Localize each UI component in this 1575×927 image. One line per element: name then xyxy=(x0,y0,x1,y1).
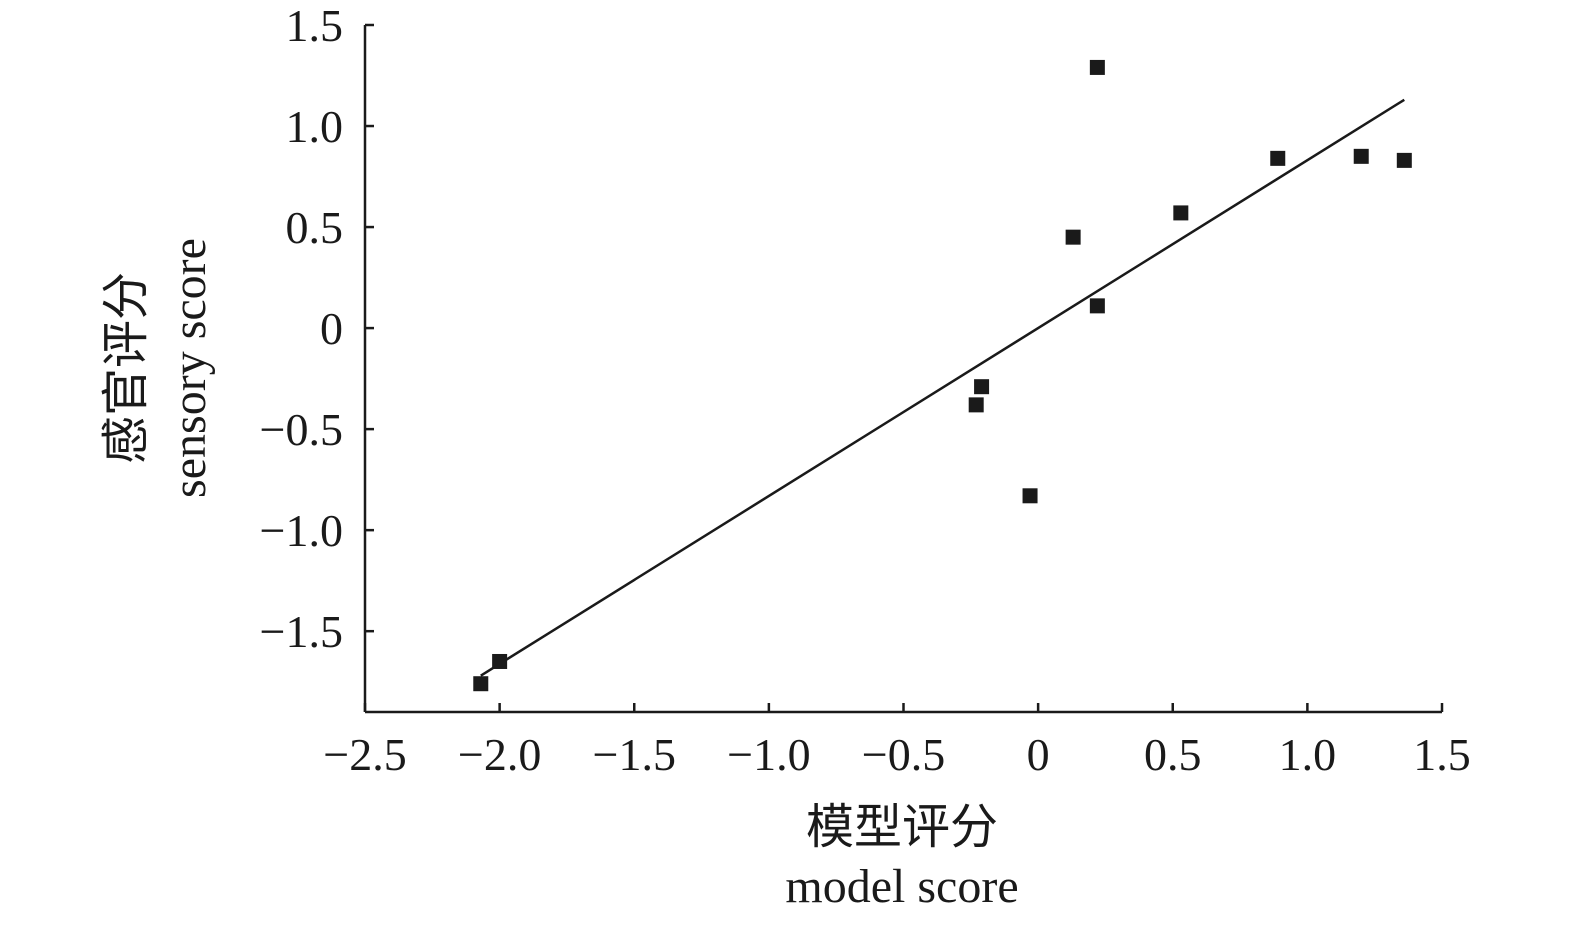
y-tick-label: 1.5 xyxy=(286,0,344,51)
x-axis-title-english: model score xyxy=(785,860,1018,913)
data-points xyxy=(473,59,1412,692)
y-tick-label: −1.5 xyxy=(260,606,343,657)
data-point xyxy=(1089,59,1105,75)
y-tick-label: 0.5 xyxy=(286,202,344,253)
y-axis-title-english: sensory score xyxy=(163,238,216,498)
x-tick-label: 0 xyxy=(1027,729,1050,780)
x-tick-label: −2.5 xyxy=(323,729,406,780)
x-tick-label: −1.5 xyxy=(593,729,676,780)
y-tick-label: −0.5 xyxy=(260,404,343,455)
x-tick-label: −1.0 xyxy=(727,729,810,780)
data-point xyxy=(1396,152,1412,168)
y-tick-label: −1.0 xyxy=(260,505,343,556)
data-point xyxy=(473,676,489,692)
y-axis-title-chinese: 感官评分 xyxy=(100,272,153,464)
data-point xyxy=(1065,229,1081,245)
data-point xyxy=(974,379,990,395)
data-point xyxy=(492,653,508,669)
data-point xyxy=(1089,298,1105,314)
data-point xyxy=(1022,488,1038,504)
x-tick-label: 1.0 xyxy=(1279,729,1337,780)
regression-line xyxy=(480,98,1405,677)
x-tick-label: 1.5 xyxy=(1413,729,1471,780)
x-tick-label: −0.5 xyxy=(862,729,945,780)
x-tick-label: −2.0 xyxy=(458,729,541,780)
y-tick-label: 0 xyxy=(320,303,343,354)
data-point xyxy=(1353,148,1369,164)
x-axis-title-chinese: 模型评分 xyxy=(806,801,998,854)
x-tick-label: 0.5 xyxy=(1144,729,1202,780)
y-tick-label: 1.0 xyxy=(286,101,344,152)
data-point xyxy=(1270,150,1286,166)
data-point xyxy=(1173,205,1189,221)
x-ticks: −2.5 −2.0 −1.5 −1.0 −0.5 0 0.5 1.0 1.5 xyxy=(323,703,1471,780)
data-point xyxy=(968,397,984,413)
axes xyxy=(363,25,1442,714)
y-ticks: 1.5 1.0 0.5 0 −0.5 −1.0 −1.5 xyxy=(260,0,374,657)
